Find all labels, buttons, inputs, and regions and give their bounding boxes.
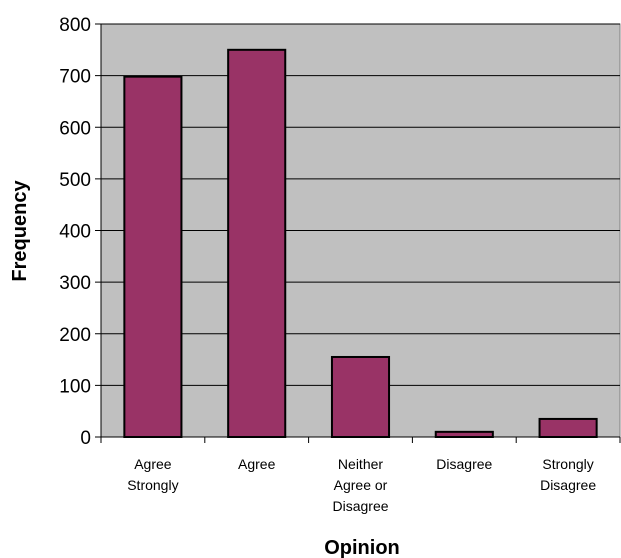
gridlines: [101, 23, 620, 386]
y-tick-label: 700: [59, 67, 91, 88]
y-tick-label: 600: [59, 118, 91, 139]
x-category-labels: Agree Strongly Agree Neither Agree or Disagre…: [127, 456, 596, 514]
y-axis-title: Frequency: [9, 180, 31, 282]
x-category-label: Agree Strongly: [127, 456, 178, 493]
y-tick-labels: 0 100 200 300 400 500 600 700 800: [59, 15, 91, 449]
y-tick-label: 300: [59, 273, 91, 294]
axes: [95, 23, 621, 443]
y-tick-label: 0: [80, 428, 91, 449]
x-category-label: Agree: [238, 456, 276, 472]
y-tick-label: 100: [59, 376, 91, 397]
x-category-label: Neither Agree or Disagree: [332, 456, 388, 514]
x-category-label: Disagree: [436, 456, 492, 472]
y-tick-label: 200: [59, 325, 91, 346]
x-category-label: Strongly Disagree: [540, 456, 596, 493]
y-tick-label: 800: [59, 15, 91, 36]
bar: [123, 75, 183, 438]
bar: [434, 430, 494, 438]
y-tick-label: 400: [59, 222, 91, 243]
bar: [330, 355, 391, 439]
y-tick-label: 500: [59, 170, 91, 191]
bar: [227, 48, 287, 438]
bars: [123, 48, 598, 439]
bar: [538, 417, 598, 438]
x-axis-title: Opinion: [324, 537, 400, 558]
